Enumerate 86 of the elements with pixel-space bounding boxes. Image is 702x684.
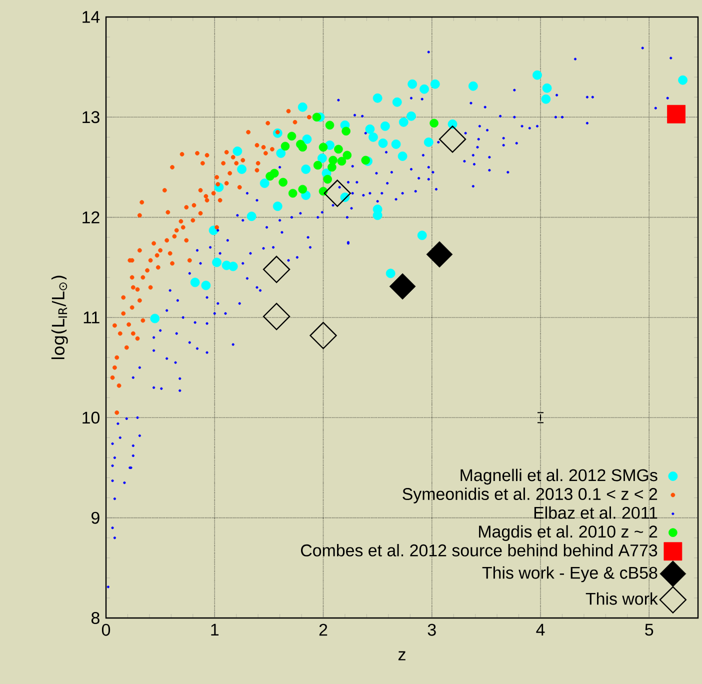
point: [328, 162, 336, 172]
point: [260, 178, 270, 188]
point: [368, 132, 378, 142]
point: [438, 126, 466, 153]
point: [334, 144, 343, 154]
y-tick-label: 14: [82, 11, 100, 23]
point: [392, 97, 402, 107]
point: [317, 154, 327, 163]
y-tick-label: 9: [92, 512, 100, 524]
point: [430, 79, 440, 89]
y-tick-label: 12: [82, 211, 100, 224]
point: [424, 137, 434, 147]
y-tick-label: 10: [82, 412, 100, 424]
x-axis-title: z: [398, 651, 406, 660]
legend-label: Magnelli et al. 2012 SMGs: [460, 468, 658, 485]
point: [420, 84, 429, 94]
x-tick-label: 3: [428, 624, 436, 636]
legend-label: This work - Eye & cB58: [482, 566, 658, 582]
y-tick-label: 8: [91, 612, 100, 624]
point: [288, 188, 298, 198]
point: [270, 168, 279, 178]
point: [324, 180, 351, 207]
y-tick-label: 13: [82, 111, 100, 124]
point: [150, 314, 160, 324]
point: [298, 142, 308, 152]
legend-label: Elbaz et al. 2011: [534, 506, 658, 519]
point: [312, 112, 322, 122]
point: [430, 118, 438, 128]
legend-label: Combes et al. 2012 source behind behind A773: [301, 544, 658, 556]
point: [398, 117, 408, 127]
point: [246, 212, 256, 222]
point: [313, 160, 322, 170]
point: [342, 126, 350, 136]
point: [201, 280, 211, 290]
point: [468, 81, 478, 91]
point: [310, 322, 337, 350]
point: [298, 102, 308, 112]
point: [398, 152, 408, 161]
x-tick-label: 0: [102, 624, 110, 636]
point: [541, 94, 551, 104]
point: [301, 164, 311, 174]
point: [302, 134, 312, 144]
point: [278, 178, 288, 187]
point: [380, 121, 390, 131]
point: [389, 273, 416, 300]
point: [365, 124, 375, 134]
x-tick-label: 1: [211, 624, 219, 636]
point: [212, 258, 222, 268]
point: [532, 70, 542, 80]
legend-label: This work: [586, 592, 658, 605]
point: [325, 120, 334, 130]
point: [386, 268, 396, 278]
point: [678, 75, 688, 85]
point: [318, 142, 328, 152]
point: [262, 256, 290, 284]
point: [417, 230, 427, 240]
point: [667, 104, 686, 124]
point: [280, 142, 290, 151]
point: [406, 111, 416, 121]
point: [237, 164, 246, 174]
legend-label: Magdis et al. 2010 z ~ 2: [479, 525, 658, 541]
x-tick-label: 2: [319, 624, 328, 636]
point: [342, 150, 352, 160]
point: [190, 278, 200, 288]
point: [298, 184, 308, 194]
x-tick-label: 5: [645, 624, 654, 636]
point: [372, 210, 382, 220]
y-tick-label: 11: [84, 312, 100, 324]
point: [372, 93, 382, 103]
y-axis-title: log(L$_{IR}$/L$_{⊙}$): [51, 276, 68, 360]
point: [391, 140, 401, 149]
point: [272, 202, 282, 211]
point: [337, 156, 346, 166]
point: [287, 132, 296, 141]
point: [276, 148, 286, 158]
point: [228, 262, 238, 272]
legend-label: Symeonidis et al. 2013 0.1 < z < 2: [402, 488, 658, 504]
point: [378, 138, 388, 148]
point: [323, 174, 332, 184]
point: [328, 156, 338, 165]
point: [426, 241, 453, 268]
point: [408, 79, 418, 89]
point: [232, 146, 242, 156]
point: [542, 83, 552, 93]
point: [262, 302, 290, 330]
x-tick-label: 4: [536, 624, 545, 636]
